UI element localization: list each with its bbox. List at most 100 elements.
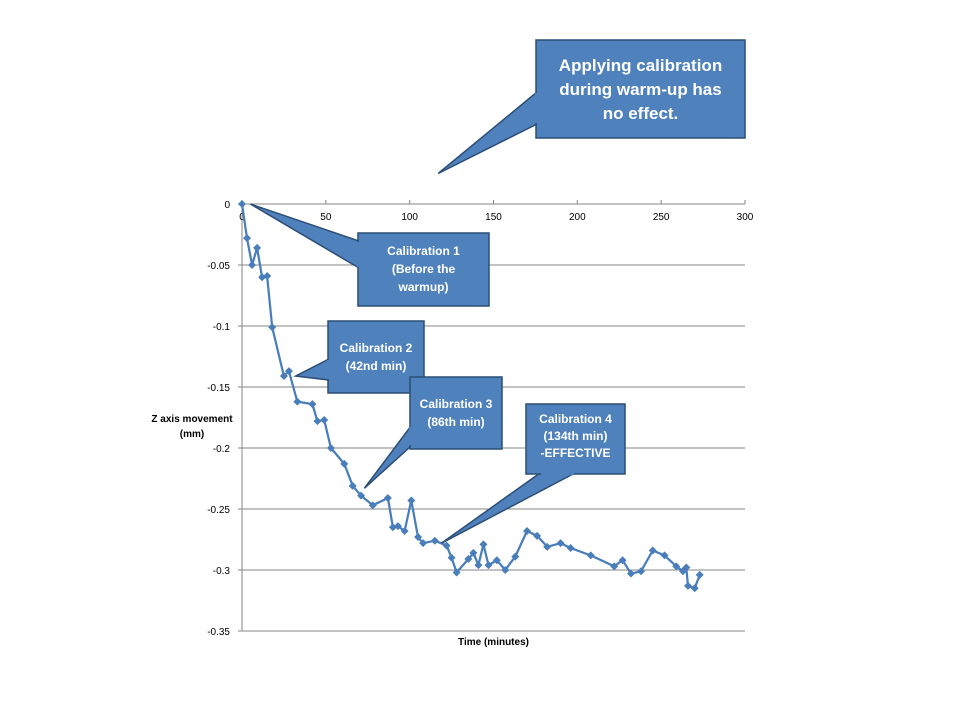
callout-calibration-4: Calibration 4 (134th min) -EFFECTIVE bbox=[441, 403, 626, 544]
data-point-11 bbox=[313, 417, 322, 426]
callout-text-line-1: (42nd min) bbox=[346, 359, 407, 373]
tick-labels: 0 50 100 150 200 250 300 0 -0.05 -0.1 -0.15 -0.2 -0.… bbox=[207, 200, 754, 638]
x-tick-label-6: 300 bbox=[737, 212, 754, 223]
callout-calibration-3: Calibration 3 (86th min) bbox=[363, 376, 503, 489]
callout-text-line-2: no effect. bbox=[603, 104, 679, 123]
data-point-42 bbox=[586, 551, 595, 560]
callout-calibration-1: Calibration 1 (Before the warmup) bbox=[250, 203, 490, 307]
data-point-46 bbox=[637, 567, 646, 576]
data-point-49 bbox=[672, 562, 681, 571]
data-point-44 bbox=[618, 556, 627, 565]
data-point-34 bbox=[492, 556, 501, 565]
data-point-25 bbox=[430, 536, 439, 545]
data-point-21 bbox=[400, 526, 409, 535]
y-tick-label-4: -0.2 bbox=[213, 444, 231, 455]
callout-box bbox=[525, 403, 626, 475]
callout-box bbox=[327, 320, 425, 394]
y-tick-label-7: -0.35 bbox=[207, 627, 230, 638]
data-point-38 bbox=[533, 531, 542, 540]
callout-text-line-1: (86th min) bbox=[427, 415, 484, 429]
data-point-51 bbox=[682, 563, 691, 572]
data-point-1 bbox=[243, 234, 252, 243]
data-point-53 bbox=[690, 584, 699, 593]
data-point-35 bbox=[501, 566, 510, 574]
callout-text-line-0: Calibration 2 bbox=[340, 341, 413, 355]
data-point-7 bbox=[279, 372, 288, 381]
callout-text-line-0: Calibration 3 bbox=[420, 397, 493, 411]
callout-top-note: Applying calibration during warm-up has no… bbox=[437, 39, 746, 175]
data-point-47 bbox=[648, 546, 657, 555]
data-point-6 bbox=[268, 323, 277, 332]
data-point-20 bbox=[393, 522, 402, 531]
data-point-3 bbox=[253, 243, 262, 252]
data-point-10 bbox=[308, 400, 317, 409]
data-point-39 bbox=[543, 542, 552, 551]
data-point-0 bbox=[238, 200, 246, 208]
callouts: Applying calibration during warm-up has no… bbox=[250, 39, 746, 544]
data-point-16 bbox=[357, 491, 366, 500]
callout-text-line-2: warmup) bbox=[397, 280, 448, 294]
x-tick-label-4: 200 bbox=[569, 212, 586, 223]
data-point-32 bbox=[479, 540, 488, 549]
data-point-52 bbox=[683, 581, 692, 590]
callout-text-line-1: (134th min) bbox=[543, 429, 607, 443]
callout-box bbox=[357, 232, 490, 307]
callout-calibration-2: Calibration 2 (42nd min) bbox=[293, 320, 425, 394]
y-tick-label-0: 0 bbox=[224, 200, 230, 211]
x-tick-label-2: 100 bbox=[401, 212, 418, 223]
data-point-5 bbox=[263, 271, 272, 280]
y-tick-label-3: -0.15 bbox=[207, 383, 230, 394]
data-point-45 bbox=[626, 569, 635, 578]
axis-titles: Time (minutes) Z axis movement (mm) bbox=[151, 414, 529, 648]
callout-text-line-0: Calibration 4 bbox=[539, 412, 612, 426]
y-tick-label-6: -0.3 bbox=[213, 566, 231, 577]
data-point-24 bbox=[419, 539, 428, 548]
x-tick-label-5: 250 bbox=[653, 212, 670, 223]
x-tick-label-1: 50 bbox=[320, 212, 332, 223]
data-point-26 bbox=[442, 541, 451, 550]
data-point-23 bbox=[414, 533, 423, 542]
callout-text-line-1: (Before the bbox=[392, 262, 456, 276]
data-point-27 bbox=[447, 553, 456, 562]
data-point-13 bbox=[326, 444, 335, 452]
data-point-28 bbox=[452, 568, 461, 577]
data-point-14 bbox=[340, 459, 349, 468]
data-point-31 bbox=[474, 561, 483, 570]
data-point-37 bbox=[523, 526, 532, 535]
data-point-40 bbox=[556, 539, 565, 548]
x-tick-label-3: 150 bbox=[485, 212, 502, 223]
data-point-29 bbox=[464, 555, 473, 564]
callout-pointer bbox=[293, 357, 330, 381]
data-point-41 bbox=[566, 544, 575, 553]
data-point-9 bbox=[293, 397, 302, 406]
data-series bbox=[238, 200, 704, 593]
y-tick-label-5: -0.25 bbox=[207, 505, 230, 516]
x-axis-title: Time (minutes) bbox=[458, 637, 529, 648]
callout-text-line-1: during warm-up has bbox=[559, 80, 721, 99]
x-tick-label-0: 0 bbox=[239, 212, 245, 223]
data-point-54 bbox=[695, 570, 704, 579]
data-point-33 bbox=[484, 561, 493, 570]
callout-box bbox=[535, 39, 746, 139]
y-axis-title-line-2: (mm) bbox=[180, 429, 204, 440]
callout-text-line-2: -EFFECTIVE bbox=[540, 446, 610, 460]
callout-text-line-0: Calibration 1 bbox=[387, 244, 460, 258]
data-point-18 bbox=[383, 494, 392, 503]
data-point-15 bbox=[348, 481, 357, 490]
callout-box bbox=[409, 376, 503, 450]
y-tick-label-2: -0.1 bbox=[213, 322, 231, 333]
y-axis-title-line-1: Z axis movement bbox=[151, 414, 233, 425]
callout-pointer bbox=[250, 203, 360, 270]
data-point-12 bbox=[320, 415, 329, 424]
data-point-2 bbox=[248, 261, 257, 269]
callout-text-line-0: Applying calibration bbox=[559, 56, 722, 75]
callout-pointer bbox=[441, 472, 576, 544]
y-tick-label-1: -0.05 bbox=[207, 261, 230, 272]
data-point-8 bbox=[284, 367, 293, 376]
data-point-22 bbox=[407, 496, 416, 505]
data-point-43 bbox=[610, 562, 619, 571]
data-point-48 bbox=[660, 551, 669, 560]
callout-pointer bbox=[363, 423, 412, 489]
data-point-17 bbox=[368, 501, 377, 510]
